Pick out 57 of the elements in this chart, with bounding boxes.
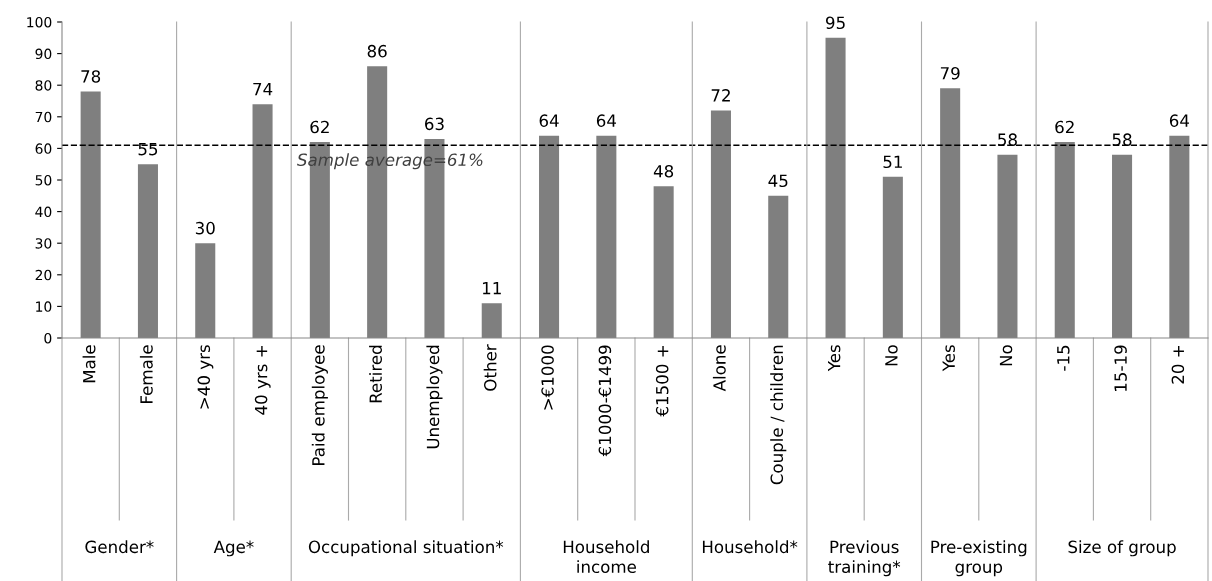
data-label: 95: [826, 16, 845, 30]
data-label: 63: [425, 117, 444, 131]
y-tick-label: 0: [44, 332, 52, 344]
x-tick-label: Yes: [942, 345, 955, 372]
x-tick-label: Alone: [712, 345, 726, 392]
x-tick-label: Couple / children: [770, 345, 787, 485]
x-tick-label: >€1000: [541, 345, 554, 410]
data-label: 45: [768, 174, 788, 188]
x-tick-label: Other: [483, 344, 497, 391]
text: Previous training*: [828, 540, 901, 577]
x-tick-label: €1500 +: [655, 346, 669, 417]
y-tick-label: 40: [35, 206, 52, 218]
x-tick-label: 20 +: [1171, 346, 1185, 384]
y-tick-label: 20: [35, 269, 52, 281]
x-tick-label: €1000-€1499: [598, 345, 612, 457]
y-tick-label: 60: [35, 143, 52, 154]
data-label: 51: [883, 155, 902, 169]
x-tick-label: No: [999, 345, 1013, 366]
data-label: 86: [367, 44, 387, 58]
x-tick-label: 40 yrs +: [254, 346, 271, 415]
text: Pre-existing group: [931, 540, 1027, 577]
y-tick-label: 100: [27, 16, 52, 28]
x-tick-label: Yes: [828, 345, 841, 372]
data-label: 62: [310, 120, 329, 134]
data-label: 64: [596, 114, 617, 127]
data-label: 72: [711, 89, 730, 102]
text: Age*: [213, 540, 254, 557]
y-tick-label: 90: [35, 48, 52, 60]
y-tick-label: 50: [35, 174, 52, 186]
x-tick-label: Unemployed: [426, 345, 443, 449]
data-label: 30: [195, 221, 215, 235]
y-tick-label: 10: [36, 301, 52, 312]
y-tick-label: 30: [35, 238, 52, 249]
text: Household*: [702, 540, 798, 554]
x-tick-label: Female: [139, 345, 153, 403]
data-label: 74: [253, 82, 273, 96]
data-label: 48: [653, 164, 674, 178]
x-tick-label: Paid employee: [311, 345, 328, 465]
x-tick-label: >40 yrs: [197, 345, 214, 409]
text: Gender*: [85, 540, 154, 554]
x-tick-label: Male: [82, 345, 96, 383]
text: Occupational situation*: [308, 540, 504, 557]
data-label: 11: [482, 282, 501, 295]
x-tick-label: Retired: [369, 345, 382, 403]
data-label: 64: [1169, 114, 1190, 127]
x-tick-label: No: [885, 345, 898, 366]
y-tick-label: 70: [35, 111, 52, 123]
text: Household income: [563, 540, 649, 574]
text: Size of group: [1068, 540, 1176, 557]
data-label: 64: [539, 114, 559, 127]
data-label: 79: [940, 66, 960, 80]
data-label: 78: [81, 70, 101, 83]
y-tick-label: 80: [35, 80, 52, 91]
x-tick-label: -15: [1057, 345, 1070, 371]
data-label: 55: [138, 143, 158, 156]
data-label: 62: [1055, 120, 1074, 134]
x-tick-label: 15-19: [1114, 345, 1127, 391]
